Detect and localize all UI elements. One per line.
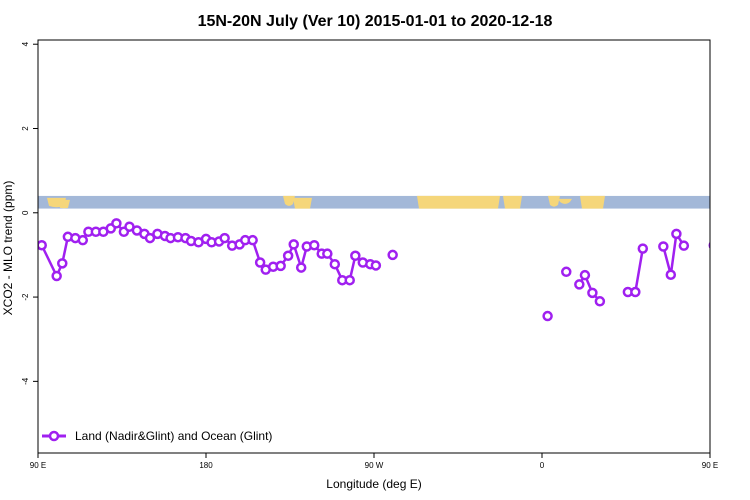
data-point	[630, 286, 641, 298]
land-mass	[580, 195, 605, 209]
data-point	[144, 232, 156, 244]
data-point	[51, 270, 62, 282]
data-point	[730, 259, 738, 267]
data-point	[344, 274, 355, 286]
land-mass	[293, 197, 312, 209]
data-point	[288, 239, 299, 250]
y-tick-label: 4	[21, 41, 30, 46]
y-tick-label: -2	[21, 293, 30, 301]
data-point	[309, 239, 320, 251]
x-tick-label: 180	[199, 461, 213, 470]
data-point	[219, 232, 230, 244]
data-point	[254, 257, 266, 268]
data-point	[574, 279, 585, 290]
land-mass	[283, 195, 295, 206]
data-point	[561, 266, 572, 278]
legend: Land (Nadir&Glint) and Ocean (Glint)	[42, 429, 272, 443]
data-point	[587, 287, 598, 299]
y-axis: -4 -2 0 2 4	[21, 41, 38, 385]
y-tick-label: 0	[21, 210, 30, 215]
x-axis-label: Longitude (deg E)	[326, 477, 421, 491]
y-axis-label: XCO2 - MLO trend (ppm)	[1, 181, 15, 316]
series-line	[627, 248, 645, 294]
data-point	[38, 239, 47, 251]
x-tick-label: 90 E	[702, 461, 718, 470]
series-line	[662, 232, 685, 276]
data-point	[295, 262, 307, 273]
x-tick-label: 90 E	[30, 461, 46, 470]
data-point	[736, 233, 744, 241]
data-point	[350, 250, 361, 262]
series-line	[578, 273, 601, 303]
data-point	[329, 258, 341, 270]
data-point	[542, 310, 553, 322]
data-point	[77, 234, 89, 246]
data-point	[370, 260, 382, 271]
y-tick-label: 2	[21, 126, 30, 131]
land-mass	[417, 195, 500, 209]
ocean-band	[38, 195, 710, 209]
land-mass	[58, 199, 70, 209]
data-point	[708, 241, 710, 249]
x-axis: 90 E 180 90 W 0 90 E	[30, 453, 718, 470]
data-point	[665, 269, 677, 280]
y-tick-label: -4	[21, 377, 30, 385]
data-point	[671, 228, 682, 240]
data-point	[57, 258, 68, 269]
series-line	[714, 223, 750, 280]
data-point	[247, 234, 258, 246]
data-point	[282, 250, 294, 262]
data-point	[579, 269, 591, 281]
land-mass	[558, 198, 572, 204]
plot-frame	[37, 39, 711, 454]
data-point	[743, 234, 750, 242]
x-tick-label: 90 W	[365, 461, 384, 470]
data-point	[275, 260, 286, 272]
legend-label: Land (Nadir&Glint) and Ocean (Glint)	[75, 429, 272, 443]
data-point	[594, 296, 606, 307]
chart-title: 15N-20N July (Ver 10) 2015-01-01 to 2020…	[198, 13, 553, 30]
land-mass	[503, 195, 522, 209]
legend-marker	[48, 430, 60, 442]
land-mass	[548, 195, 560, 207]
data-point	[725, 272, 733, 280]
data-point	[637, 243, 649, 254]
data-point	[387, 249, 398, 261]
series-layer	[38, 218, 750, 322]
data-point	[658, 241, 669, 252]
map-strip	[38, 195, 710, 209]
data-point	[111, 218, 122, 229]
data-point	[322, 248, 333, 259]
x-tick-label: 0	[540, 461, 545, 470]
data-point	[678, 240, 690, 251]
